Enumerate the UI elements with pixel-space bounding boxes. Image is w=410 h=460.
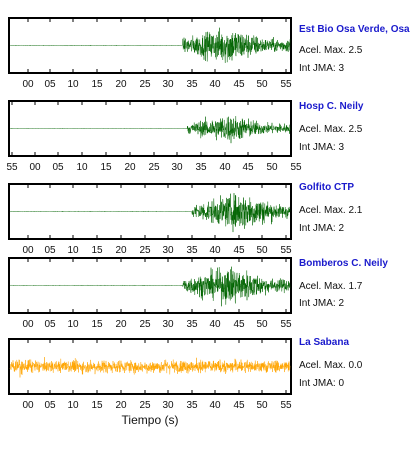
panel-3: 00 05 10 15 20 25 30 35 40 45 50 55	[8, 257, 292, 330]
x-tick-label: 35	[186, 245, 198, 256]
x-tick-label: 30	[162, 79, 174, 90]
station-name: Bomberos C. Neily	[299, 258, 388, 269]
x-tick-label: 20	[115, 319, 127, 330]
x-tick-label: 15	[91, 319, 103, 330]
x-tick-label: 25	[139, 245, 151, 256]
x-tick-label: 25	[139, 319, 151, 330]
x-tick-label: 00	[22, 400, 34, 411]
x-tick-label: 40	[219, 162, 231, 173]
x-tick-label: 55	[280, 245, 292, 256]
int-jma-label: Int JMA: 3	[299, 142, 345, 153]
panel-2: 00 05 10 15 20 25 30 35 40 45 50 55	[8, 183, 292, 256]
x-tick-label: 30	[162, 319, 174, 330]
acel-max-label: Acel. Max. 2.5	[299, 45, 363, 56]
x-tick-label: 00	[22, 245, 34, 256]
x-axis-title: Tiempo (s)	[121, 413, 179, 427]
x-tick-label: 55	[280, 319, 292, 330]
int-jma-label: Int JMA: 0	[299, 378, 345, 389]
int-jma-label: Int JMA: 2	[299, 223, 345, 234]
x-tick-label: 00	[22, 319, 34, 330]
x-tick-label: 50	[256, 79, 268, 90]
x-tick-label: 10	[67, 245, 79, 256]
waveform-line	[9, 266, 291, 307]
x-tick-label: 15	[91, 400, 103, 411]
x-tick-label: 45	[242, 162, 254, 173]
x-tick-label: 50	[256, 319, 268, 330]
station-name: La Sabana	[299, 337, 350, 348]
x-tick-label: 35	[186, 319, 198, 330]
x-tick-label: 15	[91, 245, 103, 256]
x-tick-label: 35	[186, 400, 198, 411]
x-tick-label: 25	[148, 162, 160, 173]
x-tick-label: 05	[44, 400, 56, 411]
x-tick-label: 20	[115, 400, 127, 411]
panel-frame	[8, 100, 292, 157]
waveform-line	[9, 116, 291, 144]
panel-frame	[8, 183, 292, 240]
x-tick-label: 45	[233, 79, 245, 90]
x-tick-label: 05	[44, 245, 56, 256]
acel-max-label: Acel. Max. 1.7	[299, 281, 363, 292]
x-tick-label: 45	[233, 319, 245, 330]
x-tick-label: 15	[91, 79, 103, 90]
station-name: Golfito CTP	[299, 182, 354, 193]
x-tick-label: 20	[115, 245, 127, 256]
x-tick-label: 05	[44, 79, 56, 90]
x-tick-label: 45	[233, 400, 245, 411]
x-tick-label: 20	[115, 79, 127, 90]
acel-max-label: Acel. Max. 2.5	[299, 124, 363, 135]
waveform-line	[9, 357, 291, 378]
x-tick-label: 40	[209, 319, 221, 330]
panel-1: 55 00 05 10 15 20 25 30 35 40 45 50 55	[6, 100, 302, 173]
panel-frame	[8, 338, 292, 395]
x-tick-label: 40	[209, 79, 221, 90]
station-name: Est Bio Osa Verde, Osa	[299, 24, 410, 35]
waveform-line	[9, 27, 291, 63]
x-tick-label: 50	[256, 245, 268, 256]
panel-4: 00 05 10 15 20 25 30 35 40 45 50 55	[8, 338, 292, 411]
x-tick-label: 20	[124, 162, 136, 173]
int-jma-label: Int JMA: 2	[299, 298, 345, 309]
x-tick-label: 10	[67, 319, 79, 330]
x-tick-label: 55	[280, 400, 292, 411]
x-tick-label: 25	[139, 79, 151, 90]
x-tick-label: 10	[67, 79, 79, 90]
x-tick-label: 10	[67, 400, 79, 411]
int-jma-label: Int JMA: 3	[299, 63, 345, 74]
x-tick-label: 15	[100, 162, 112, 173]
x-tick-label: 50	[256, 400, 268, 411]
x-tick-label: 05	[52, 162, 64, 173]
acel-max-label: Acel. Max. 0.0	[299, 360, 363, 371]
x-tick-label: 55	[290, 162, 302, 173]
panel-frame	[8, 17, 292, 74]
x-tick-label: 25	[139, 400, 151, 411]
x-tick-label: 35	[186, 79, 198, 90]
x-tick-label: 55	[6, 162, 18, 173]
x-tick-label: 30	[171, 162, 183, 173]
panel-0: 00 05 10 15 20 25 30 35 40 45 50 55	[8, 17, 292, 90]
x-tick-label: 40	[209, 245, 221, 256]
x-tick-label: 30	[162, 245, 174, 256]
x-tick-label: 50	[266, 162, 278, 173]
x-tick-label: 40	[209, 400, 221, 411]
x-tick-label: 45	[233, 245, 245, 256]
x-tick-label: 10	[76, 162, 88, 173]
acel-max-label: Acel. Max. 2.1	[299, 205, 363, 216]
station-name: Hosp C. Neily	[299, 101, 364, 112]
waveform-line	[9, 193, 291, 233]
x-tick-label: 00	[29, 162, 41, 173]
x-tick-label: 55	[280, 79, 292, 90]
x-tick-label: 30	[162, 400, 174, 411]
x-tick-label: 00	[22, 79, 34, 90]
panel-frame	[8, 257, 292, 314]
x-tick-label: 05	[44, 319, 56, 330]
x-tick-label: 35	[195, 162, 207, 173]
